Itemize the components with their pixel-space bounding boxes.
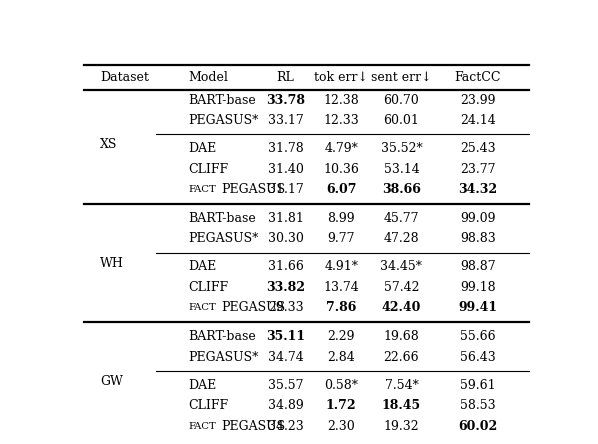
Text: 58.53: 58.53: [460, 399, 496, 412]
Text: 42.40: 42.40: [382, 301, 421, 314]
Text: DAE: DAE: [188, 142, 216, 155]
Text: FACT: FACT: [188, 185, 216, 194]
Text: 34.23: 34.23: [268, 420, 304, 433]
Text: BART-base: BART-base: [188, 330, 256, 343]
Text: CLIFF: CLIFF: [188, 399, 228, 412]
Text: 12.33: 12.33: [324, 114, 359, 127]
Text: PEGASUS*: PEGASUS*: [188, 232, 259, 246]
Text: 23.77: 23.77: [460, 163, 496, 176]
Text: 98.87: 98.87: [460, 261, 496, 274]
Text: 35.57: 35.57: [268, 379, 303, 392]
Text: sent err↓: sent err↓: [371, 71, 432, 84]
Text: 99.41: 99.41: [459, 301, 498, 314]
Text: 25.43: 25.43: [460, 142, 496, 155]
Text: XS: XS: [100, 139, 118, 151]
Text: RL: RL: [277, 71, 294, 84]
Text: 60.70: 60.70: [383, 94, 419, 107]
Text: Dataset: Dataset: [100, 71, 149, 84]
Text: 24.14: 24.14: [460, 114, 496, 127]
Text: FACT: FACT: [188, 304, 216, 313]
Text: 2.29: 2.29: [328, 330, 355, 343]
Text: 2.30: 2.30: [327, 420, 355, 433]
Text: PEGASUS: PEGASUS: [221, 301, 285, 314]
Text: 34.32: 34.32: [459, 183, 498, 196]
Text: 13.74: 13.74: [324, 281, 359, 294]
Text: 60.01: 60.01: [383, 114, 419, 127]
Text: 99.09: 99.09: [460, 212, 496, 225]
Text: 33.78: 33.78: [266, 94, 305, 107]
Text: 34.74: 34.74: [268, 351, 304, 364]
Text: GW: GW: [100, 375, 123, 388]
Text: 34.89: 34.89: [268, 399, 304, 412]
Text: 12.38: 12.38: [324, 94, 359, 107]
Text: DAE: DAE: [188, 379, 216, 392]
Text: 53.14: 53.14: [383, 163, 419, 176]
Text: 7.54*: 7.54*: [385, 379, 419, 392]
Text: 33.17: 33.17: [268, 114, 304, 127]
Text: 8.99: 8.99: [328, 212, 355, 225]
Text: 31.17: 31.17: [268, 183, 304, 196]
Text: FACT: FACT: [188, 422, 216, 431]
Text: PEGASUS*: PEGASUS*: [188, 351, 259, 364]
Text: 9.77: 9.77: [328, 232, 355, 246]
Text: 4.91*: 4.91*: [324, 261, 358, 274]
Text: FactCC: FactCC: [454, 71, 501, 84]
Text: 19.32: 19.32: [384, 420, 419, 433]
Text: 56.43: 56.43: [460, 351, 496, 364]
Text: BART-base: BART-base: [188, 94, 256, 107]
Text: 30.30: 30.30: [268, 232, 304, 246]
Text: 23.99: 23.99: [460, 94, 496, 107]
Text: 31.66: 31.66: [268, 261, 304, 274]
Text: 98.83: 98.83: [460, 232, 496, 246]
Text: 22.66: 22.66: [384, 351, 419, 364]
Text: 31.78: 31.78: [268, 142, 304, 155]
Text: 57.42: 57.42: [384, 281, 419, 294]
Text: 4.79*: 4.79*: [324, 142, 358, 155]
Text: 47.28: 47.28: [384, 232, 419, 246]
Text: PEGASUS: PEGASUS: [221, 420, 285, 433]
Text: 33.82: 33.82: [266, 281, 305, 294]
Text: 31.40: 31.40: [268, 163, 304, 176]
Text: 31.81: 31.81: [268, 212, 304, 225]
Text: 0.58*: 0.58*: [324, 379, 358, 392]
Text: tok err↓: tok err↓: [314, 71, 368, 84]
Text: 35.11: 35.11: [266, 330, 305, 343]
Text: PEGASUS*: PEGASUS*: [188, 114, 259, 127]
Text: 6.07: 6.07: [326, 183, 356, 196]
Text: 99.18: 99.18: [460, 281, 496, 294]
Text: 59.61: 59.61: [460, 379, 496, 392]
Text: 34.45*: 34.45*: [380, 261, 422, 274]
Text: 7.86: 7.86: [326, 301, 356, 314]
Text: 1.72: 1.72: [326, 399, 356, 412]
Text: 35.52*: 35.52*: [380, 142, 422, 155]
Text: 10.36: 10.36: [324, 163, 359, 176]
Text: CLIFF: CLIFF: [188, 163, 228, 176]
Text: 19.68: 19.68: [383, 330, 419, 343]
Text: DAE: DAE: [188, 261, 216, 274]
Text: 18.45: 18.45: [382, 399, 421, 412]
Text: 38.66: 38.66: [382, 183, 421, 196]
Text: 2.84: 2.84: [327, 351, 355, 364]
Text: 29.33: 29.33: [268, 301, 303, 314]
Text: BART-base: BART-base: [188, 212, 256, 225]
Text: 60.02: 60.02: [458, 420, 498, 433]
Text: PEGASUS: PEGASUS: [221, 183, 285, 196]
Text: 45.77: 45.77: [384, 212, 419, 225]
Text: WH: WH: [100, 257, 124, 270]
Text: CLIFF: CLIFF: [188, 281, 228, 294]
Text: 55.66: 55.66: [460, 330, 496, 343]
Text: Model: Model: [188, 71, 228, 84]
